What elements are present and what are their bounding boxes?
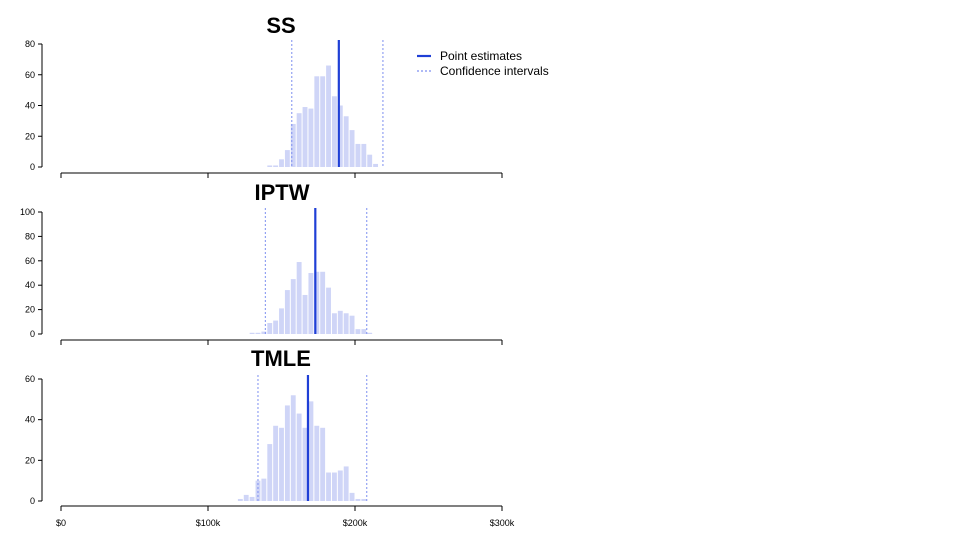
histogram-bar-iptw (326, 287, 331, 334)
histogram-bar-iptw (367, 332, 373, 334)
x-tick-label: $300k (490, 518, 515, 528)
histogram-bar-ss (331, 96, 337, 167)
y-tick-label-tmle: 40 (25, 415, 35, 425)
histogram-bar-tmle (249, 496, 255, 501)
panels: 0 20 40 60 80 0 20 40 60 80 100 0 20 40 60 $0 $100k $200k… (20, 39, 515, 528)
histogram-bar-ss (302, 107, 308, 167)
histogram-bar-ss (273, 165, 279, 167)
histogram-bar-ss (290, 123, 296, 167)
histogram-bar-iptw (273, 320, 279, 334)
histogram-bar-tmle (255, 480, 261, 501)
y-tick-label-tmle: 60 (25, 374, 35, 384)
y-tick-label-tmle: 20 (25, 455, 35, 465)
y-tick-label-tmle: 0 (30, 496, 35, 506)
histogram-bar-ss (284, 150, 290, 167)
legend: Point estimates Confidence intervals (417, 49, 549, 78)
y-tick-label-iptw: 0 (30, 329, 35, 339)
y-tick-label-ss: 20 (25, 131, 35, 141)
histogram-bar-iptw (302, 294, 308, 334)
histogram-bar-ss (279, 159, 284, 167)
legend-confidence-intervals-label: Confidence intervals (440, 64, 549, 78)
histogram-bar-iptw (249, 332, 255, 334)
histogram-bar-tmle (267, 444, 273, 501)
histogram-bar-tmle (337, 470, 343, 501)
panel-title-ss: SS (266, 13, 295, 38)
panel-title-iptw: IPTW (255, 180, 310, 205)
panel-iptw: 0 20 40 60 80 100 (20, 207, 503, 345)
histogram-bar-iptw (314, 271, 320, 334)
histogram-bar-ss (296, 113, 302, 167)
panel-tmle: 0 20 40 60 $0 $100k $200k $300k (25, 374, 515, 528)
histogram-bar-iptw (284, 290, 290, 334)
histogram-bar-ss (373, 163, 379, 167)
histogram-bar-tmle (243, 494, 249, 501)
legend-point-estimates-label: Point estimates (440, 49, 522, 63)
histogram-bar-tmle (290, 395, 296, 501)
histogram-bar-iptw (267, 323, 273, 334)
histogram-bar-iptw (290, 279, 296, 334)
histogram-bar-ss (361, 143, 367, 167)
histogram-bar-iptw (361, 329, 367, 334)
histogram-bar-tmle (273, 425, 279, 501)
histogram-bar-ss (326, 65, 331, 167)
x-tick-label: $200k (343, 518, 368, 528)
x-tick-label: $0 (56, 518, 66, 528)
histogram-bar-ss (343, 116, 349, 167)
y-tick-label-iptw: 60 (25, 256, 35, 266)
histogram-bar-tmle (361, 498, 367, 501)
histogram-bar-iptw (261, 331, 267, 334)
histogram-bar-tmle (331, 472, 337, 501)
histogram-bar-iptw (255, 332, 261, 334)
histogram-bar-ss (308, 108, 314, 167)
histogram-bar-tmle (320, 427, 326, 501)
histogram-bar-tmle (302, 427, 308, 501)
histogram-bar-tmle (296, 413, 302, 501)
y-tick-label-iptw: 80 (25, 231, 35, 241)
panel-ss: 0 20 40 60 80 (25, 39, 503, 178)
histogram-bar-tmle (261, 478, 267, 501)
y-tick-label-iptw: 40 (25, 280, 35, 290)
histogram-bar-iptw (320, 271, 326, 334)
histogram-bar-tmle (314, 425, 320, 501)
histogram-bar-tmle (237, 498, 243, 501)
y-tick-label-ss: 0 (30, 162, 35, 172)
histogram-bar-iptw (331, 313, 337, 334)
histogram-bar-ss (320, 76, 326, 167)
histogram-bar-tmle (279, 427, 284, 501)
histogram-bar-iptw (296, 262, 302, 334)
y-tick-label-ss: 40 (25, 101, 35, 111)
histogram-bar-tmle (349, 492, 355, 501)
y-tick-label-ss: 80 (25, 39, 35, 49)
histogram-bar-ss (267, 165, 273, 167)
histogram-bar-tmle (308, 401, 314, 501)
y-tick-label-iptw: 20 (25, 305, 35, 315)
histogram-bar-ss (314, 76, 320, 167)
histogram-bar-tmle (355, 498, 361, 501)
histogram-bar-ss (349, 130, 355, 167)
histogram-bar-ss (367, 154, 373, 167)
histogram-bar-ss (355, 143, 361, 167)
histogram-bar-tmle (343, 466, 349, 501)
histogram-bar-iptw (349, 315, 355, 334)
histogram-bar-iptw (308, 273, 314, 334)
x-tick-label: $100k (196, 518, 221, 528)
histogram-bar-iptw (355, 329, 361, 334)
histogram-bar-iptw (279, 308, 284, 334)
histogram-bar-ss (337, 105, 343, 167)
histogram-bar-iptw (343, 313, 349, 334)
histogram-bar-tmle (284, 405, 290, 501)
y-tick-label-iptw: 100 (20, 207, 35, 217)
histogram-bar-tmle (326, 472, 331, 501)
y-tick-label-ss: 60 (25, 70, 35, 80)
histogram-bar-iptw (337, 310, 343, 334)
panel-title-tmle: TMLE (251, 346, 311, 371)
